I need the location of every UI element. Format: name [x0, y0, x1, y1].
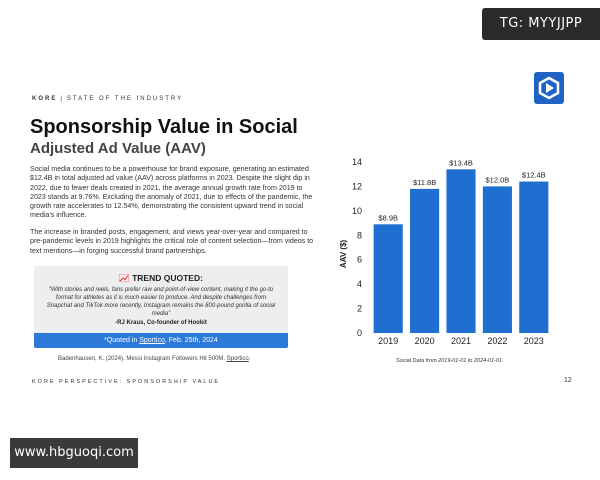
bar-data-label: $8.9B — [378, 213, 398, 222]
y-tick-label: 4 — [357, 279, 362, 289]
body-paragraph-2: The increase in branded posts, engagemen… — [30, 228, 314, 255]
page-footer: KORE PERSPECTIVE: SPONSORSHIP VALUE — [32, 379, 221, 385]
bar-data-label: $12.4B — [522, 171, 546, 180]
y-tick-label: 12 — [352, 181, 362, 191]
bar-2019 — [373, 224, 403, 333]
y-tick-label: 0 — [357, 328, 362, 338]
bar-2023 — [519, 181, 549, 333]
watermark-top: TG: MYYJJPP — [482, 8, 600, 40]
citation-link[interactable]: Sportico — [226, 356, 249, 362]
x-tick-label: 2019 — [378, 336, 398, 346]
bar-data-label: $11.8B — [413, 178, 436, 187]
quote-source-prefix: *Quoted in — [104, 337, 140, 344]
aav-bar-chart: AAV ($) 0 2 4 6 8 10 12 14 $8.9B 2019 $11.8B 2020 $1… — [339, 157, 549, 346]
y-tick-label: 6 — [357, 255, 362, 265]
bar-2020 — [410, 188, 440, 333]
trend-chart-icon — [118, 273, 130, 283]
quote-author: -RJ Kraus, Co-founder of Hookit — [115, 320, 207, 326]
x-tick-label: 2021 — [451, 336, 471, 346]
page-subtitle: Adjusted Ad Value (AAV) — [30, 140, 206, 157]
x-tick-label: 2022 — [487, 336, 507, 346]
quote-heading-text: TREND QUOTED: — [132, 273, 203, 283]
bar-data-label: $12.0B — [486, 175, 510, 184]
kicker-separator: | — [60, 96, 64, 102]
kicker-section: STATE OF THE INDUSTRY — [66, 96, 184, 102]
y-tick-label: 10 — [352, 206, 362, 216]
page-number: 12 — [564, 377, 572, 384]
citation: Badenhausen, K. (2024). Messi Instagram … — [58, 356, 250, 362]
y-tick-label: 2 — [357, 304, 362, 314]
quote-source-bar: *Quoted in Sportico, Feb. 25th, 2024 — [34, 333, 288, 348]
y-tick-label: 8 — [357, 230, 362, 240]
page-title: Sponsorship Value in Social — [30, 116, 298, 138]
watermark-bottom: www.hbguoqi.com — [10, 438, 138, 468]
chart-note: Social Data from 2019-01-01 to 2024-01-0… — [396, 358, 503, 364]
bar-2021 — [446, 169, 476, 333]
kore-logo — [534, 72, 564, 104]
x-tick-label: 2023 — [524, 336, 544, 346]
citation-text: Badenhausen, K. (2024). Messi Instagram … — [58, 356, 227, 362]
quote-source-link[interactable]: Sportico — [139, 337, 165, 344]
quote-heading: TREND QUOTED: — [34, 273, 288, 283]
y-axis-title: AAV ($) — [339, 240, 348, 269]
x-tick-label: 2020 — [415, 336, 435, 346]
citation-end: . — [248, 356, 251, 362]
quote-text: "With stories and reels, fans prefer raw… — [46, 287, 276, 317]
kicker-brand: KORE — [32, 96, 58, 102]
bar-data-label: $13.4B — [449, 158, 473, 167]
body-paragraph-1: Social media continues to be a powerhous… — [30, 165, 313, 220]
section-kicker: KORE | STATE OF THE INDUSTRY — [32, 96, 183, 102]
quote-source-suffix: , Feb. 25th, 2024 — [164, 337, 218, 344]
y-tick-label: 14 — [352, 157, 362, 167]
bar-2022 — [482, 186, 512, 333]
kore-logo-icon — [538, 76, 560, 100]
